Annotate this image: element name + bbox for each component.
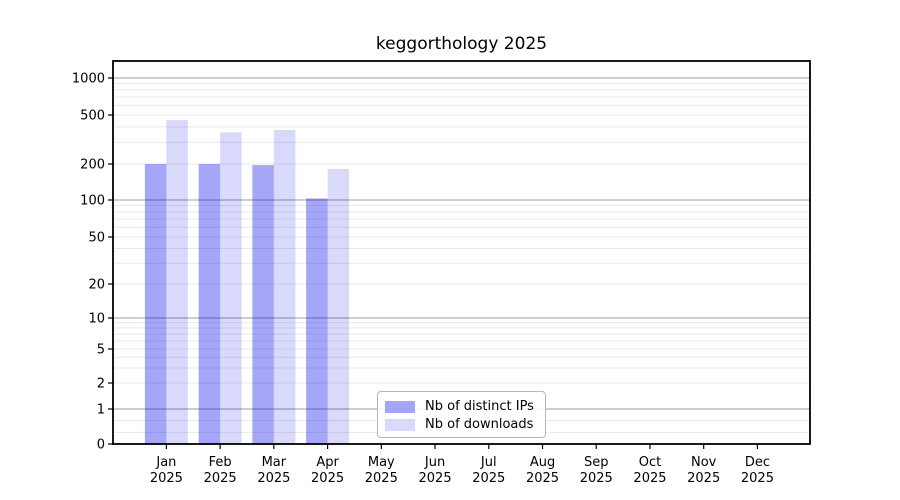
bar-distinct-ips-mar bbox=[252, 165, 274, 445]
legend-entry-downloads: Nb of downloads bbox=[385, 416, 545, 433]
x-tick-label-month-aug: Aug bbox=[530, 455, 555, 470]
x-tick-label-month-oct: Oct bbox=[639, 455, 661, 470]
y-tick-label-100: 100 bbox=[80, 194, 105, 209]
x-tick-label-year-oct: 2025 bbox=[633, 471, 666, 486]
legend-entry-distinct-ips: Nb of distinct IPs bbox=[385, 398, 545, 415]
x-tick-label-year-may: 2025 bbox=[365, 471, 398, 486]
y-tick-label-1000: 1000 bbox=[72, 72, 105, 87]
x-tick-label-year-mar: 2025 bbox=[257, 471, 290, 486]
x-tick-label-month-jan: Jan bbox=[155, 455, 176, 470]
y-tick-label-0: 0 bbox=[97, 438, 105, 453]
legend-label-distinct-ips: Nb of distinct IPs bbox=[425, 399, 534, 414]
legend-label-downloads: Nb of downloads bbox=[425, 417, 534, 432]
x-tick-label-year-aug: 2025 bbox=[526, 471, 559, 486]
bar-distinct-ips-apr bbox=[306, 198, 328, 444]
y-tick-label-10: 10 bbox=[88, 312, 105, 327]
x-tick-label-month-jul: Jul bbox=[480, 455, 497, 470]
x-tick-label-month-jun: Jun bbox=[424, 455, 445, 470]
x-tick-label-month-feb: Feb bbox=[209, 455, 232, 470]
y-tick-label-200: 200 bbox=[80, 158, 105, 173]
bar-downloads-feb bbox=[220, 132, 242, 444]
legend-swatch-downloads bbox=[385, 418, 415, 431]
legend: Nb of distinct IPs Nb of downloads bbox=[377, 391, 546, 438]
x-tick-label-month-dec: Dec bbox=[745, 455, 770, 470]
chart-title: keggorthology 2025 bbox=[375, 34, 548, 54]
y-tick-label-1: 1 bbox=[97, 403, 105, 418]
x-tick-label-month-mar: Mar bbox=[262, 455, 287, 470]
x-tick-label-year-sep: 2025 bbox=[580, 471, 613, 486]
x-tick-label-year-jul: 2025 bbox=[472, 471, 505, 486]
y-tick-label-2: 2 bbox=[97, 377, 105, 392]
x-tick-label-year-dec: 2025 bbox=[741, 471, 774, 486]
x-tick-label-month-nov: Nov bbox=[691, 455, 717, 470]
axes-frame bbox=[112, 60, 811, 445]
x-tick-label-year-apr: 2025 bbox=[311, 471, 344, 486]
legend-swatch-distinct-ips bbox=[385, 400, 415, 413]
y-tick-label-500: 500 bbox=[80, 109, 105, 124]
plot-background bbox=[113, 61, 810, 444]
bar-downloads-mar bbox=[273, 129, 296, 444]
y-tick-label-5: 5 bbox=[97, 343, 105, 358]
bar-distinct-ips-feb bbox=[198, 164, 221, 444]
x-tick-label-year-nov: 2025 bbox=[687, 471, 720, 486]
x-tick-label-month-apr: Apr bbox=[316, 455, 339, 470]
x-tick-label-year-feb: 2025 bbox=[204, 471, 237, 486]
y-tick-label-20: 20 bbox=[88, 278, 105, 293]
x-tick-label-month-may: May bbox=[368, 455, 395, 470]
x-tick-label-month-sep: Sep bbox=[584, 455, 609, 470]
y-tick-label-50: 50 bbox=[88, 231, 105, 246]
bar-downloads-jan bbox=[166, 120, 188, 445]
x-tick-label-year-jan: 2025 bbox=[150, 471, 183, 486]
bar-distinct-ips-jan bbox=[144, 164, 167, 444]
bar-downloads-apr bbox=[327, 168, 350, 445]
x-tick-label-year-jun: 2025 bbox=[419, 471, 452, 486]
